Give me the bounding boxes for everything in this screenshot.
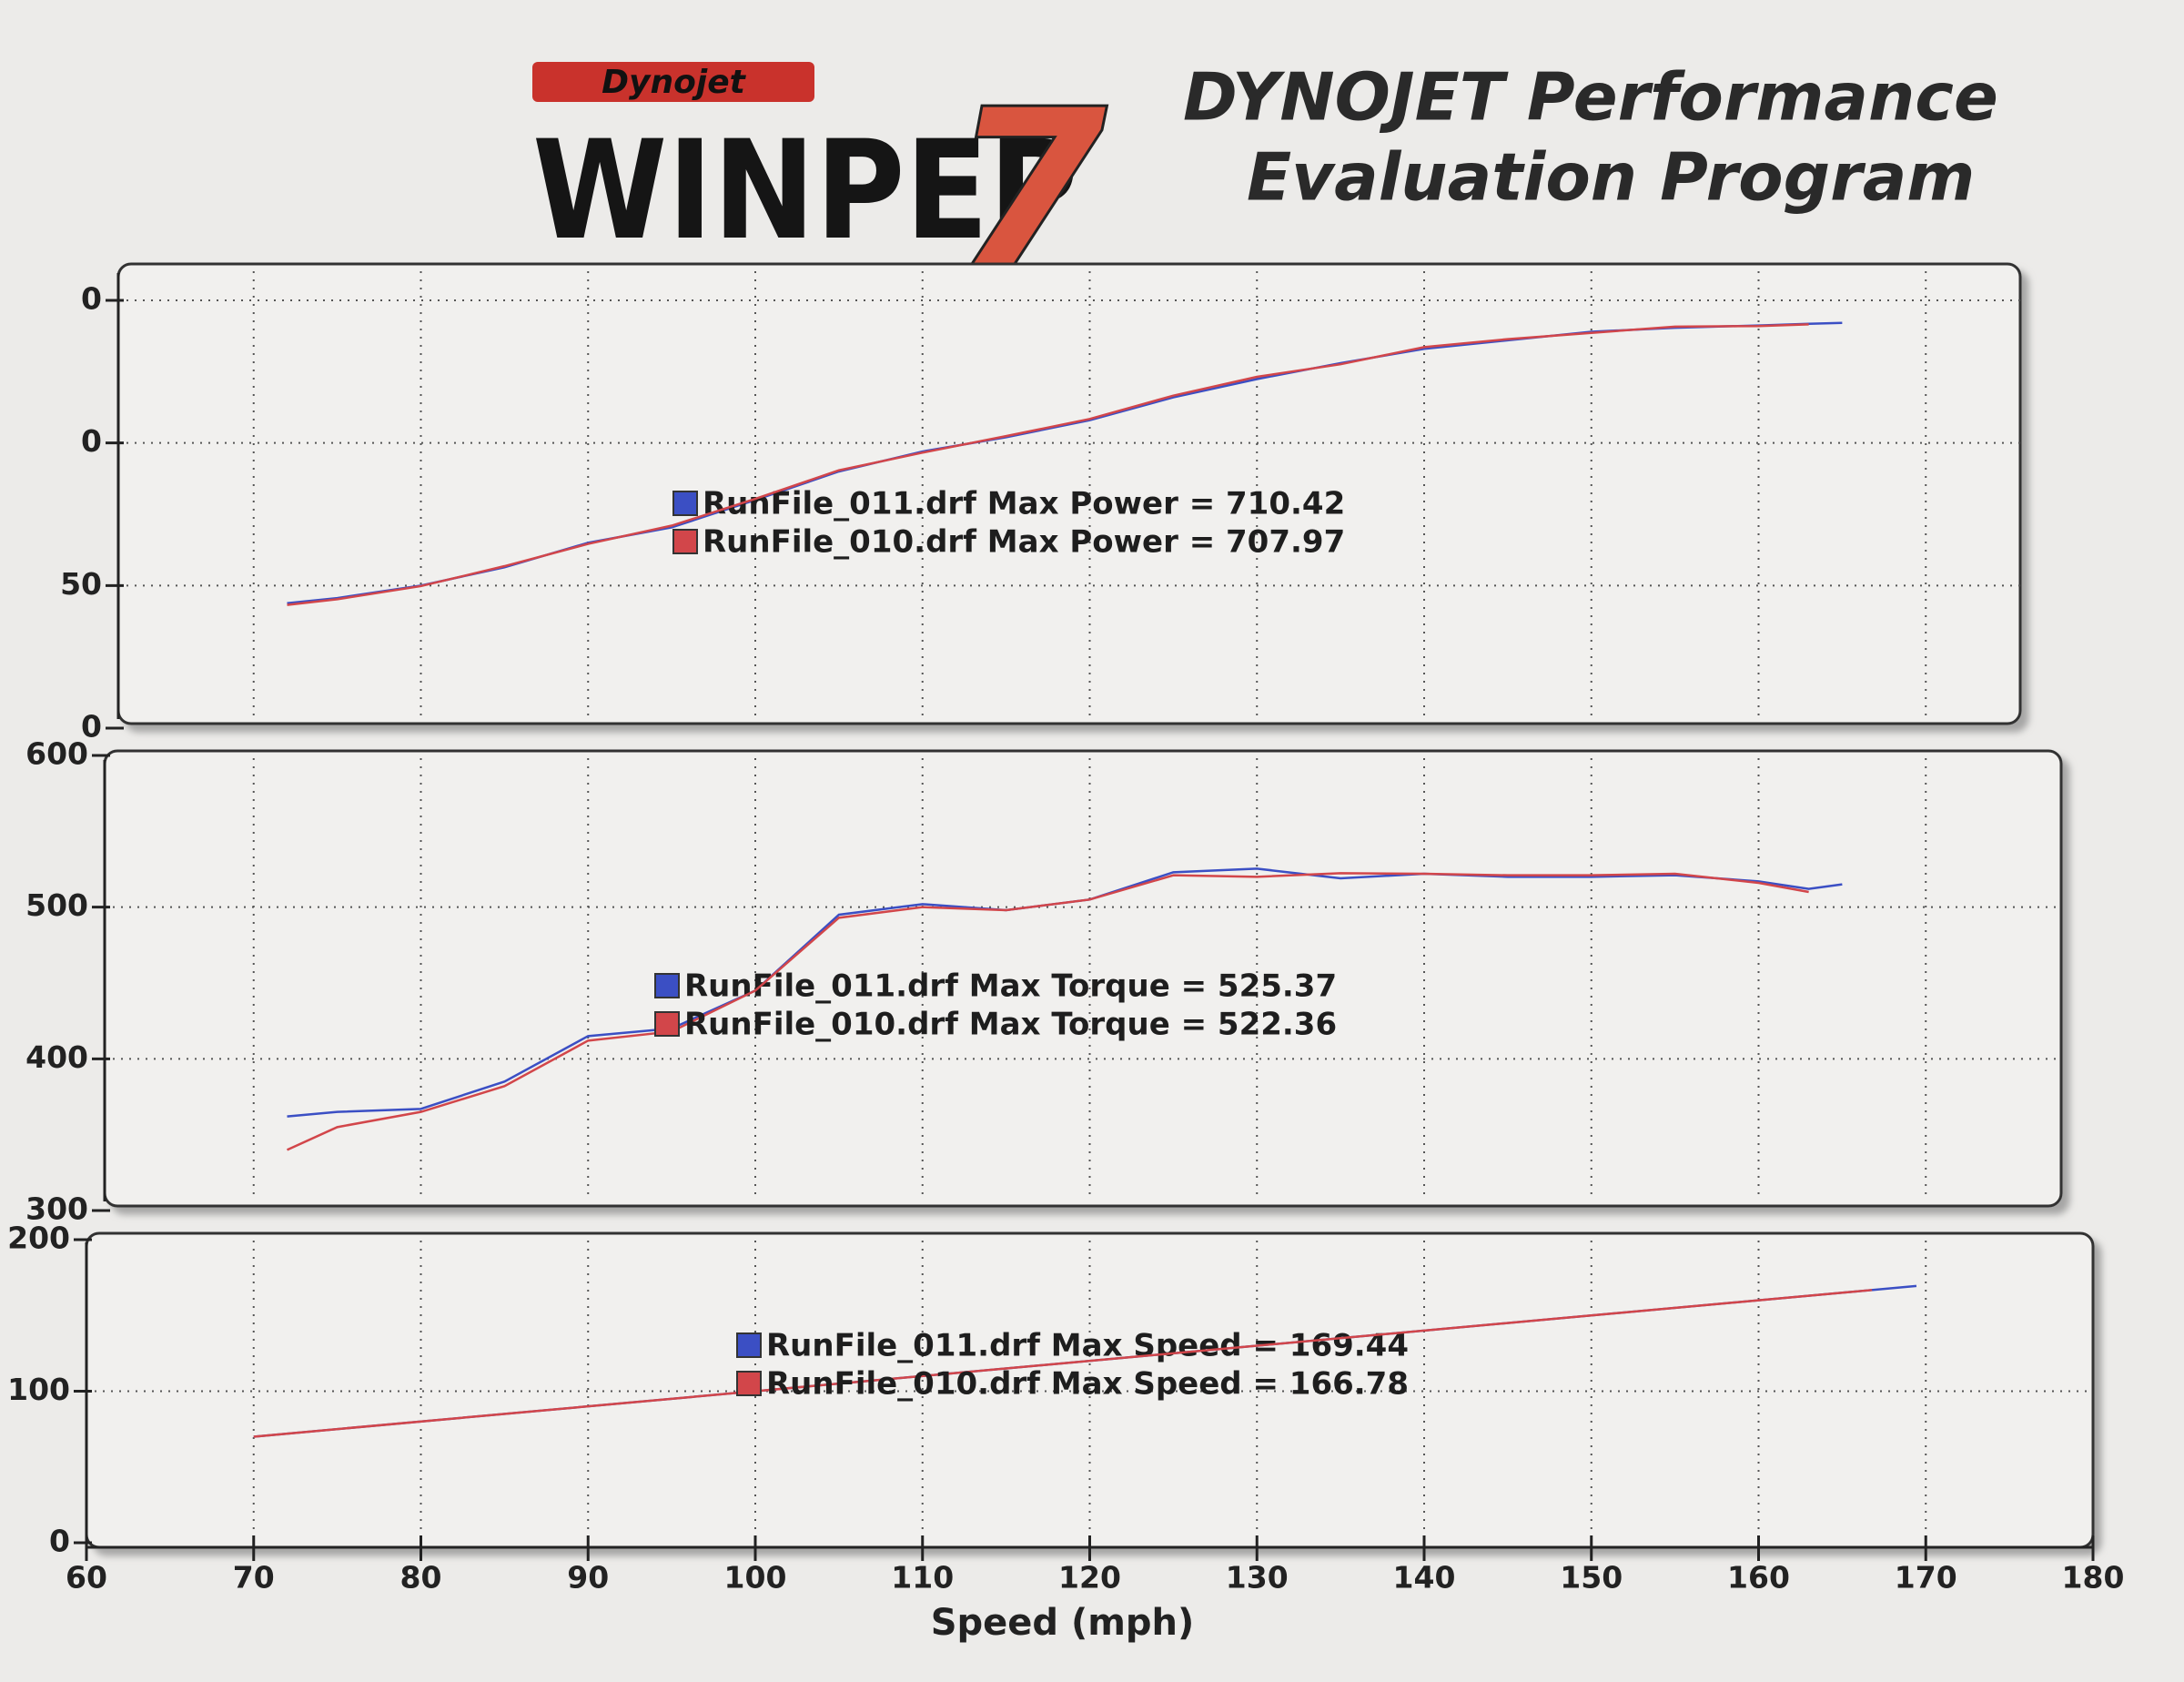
x-tick-label: 60 [66,1560,107,1596]
y-tick-label: 0 [81,281,102,317]
logo-badge [532,62,814,102]
legend-swatch [736,1332,762,1358]
x-tick-label: 90 [567,1560,609,1596]
y-tick-label: 300 [25,1191,88,1227]
y-tick-label: 100 [7,1372,70,1407]
x-tick-label: 80 [400,1560,442,1596]
legend-swatch [672,491,698,516]
legend-swatch [736,1371,762,1396]
legend-label: RunFile_010.drf Max Power = 707.97 [703,524,1345,561]
x-tick-label: 110 [891,1560,954,1596]
y-tick-label: 200 [7,1221,70,1256]
panel: 600 500 400 300 RunFile_011.drf Max Torque =… [25,736,2063,1227]
legend-label: RunFile_011.drf Max Speed = 169.44 [766,1328,1409,1364]
legend-swatch [672,529,698,554]
series-line [253,1289,1873,1438]
x-tick-label: 130 [1226,1560,1289,1596]
x-tick-label: 180 [2062,1560,2125,1596]
panel: 0 0 50 0 RunFile_011.drf Max Power = 710.42R… [60,262,2022,745]
y-tick-label: 600 [25,736,88,772]
x-tick-label: 120 [1058,1560,1121,1596]
y-tick-label: 500 [25,887,88,923]
x-tick-label: 100 [724,1560,787,1596]
x-axis-title: Speed (mph) [931,1602,1195,1644]
header-subtitle: Evaluation Program [1247,139,1975,216]
y-tick-label: 0 [49,1524,70,1559]
x-tick-label: 150 [1560,1560,1623,1596]
logo-brand: Dynojet [602,64,746,101]
legend-label: RunFile_010.drf Max Speed = 166.78 [766,1366,1409,1403]
x-tick-label: 160 [1727,1560,1790,1596]
y-tick-label: 0 [81,709,102,745]
legend-label: RunFile_011.drf Max Torque = 525.37 [684,968,1337,1005]
y-tick-label: 0 [81,423,102,459]
header-title: DYNOJET Performance [1183,59,1998,136]
series-line [287,323,1809,606]
series-line [286,872,1809,1151]
legend-label: RunFile_010.drf Max Torque = 522.36 [684,1007,1337,1043]
x-tick-label: 140 [1393,1560,1456,1596]
logo-product: WINPEP [532,112,1078,270]
y-tick-label: 50 [60,566,102,602]
x-tick-label: 70 [233,1560,275,1596]
legend-label: RunFile_011.drf Max Power = 710.42 [703,486,1345,522]
x-tick-label: 170 [1895,1560,1957,1596]
y-tick-label: 400 [25,1039,88,1075]
panel: 200 100 0 RunFile_011.drf Max Speed = 169.4… [7,1221,2095,1559]
legend-swatch [654,973,680,998]
legend-swatch [654,1011,680,1037]
